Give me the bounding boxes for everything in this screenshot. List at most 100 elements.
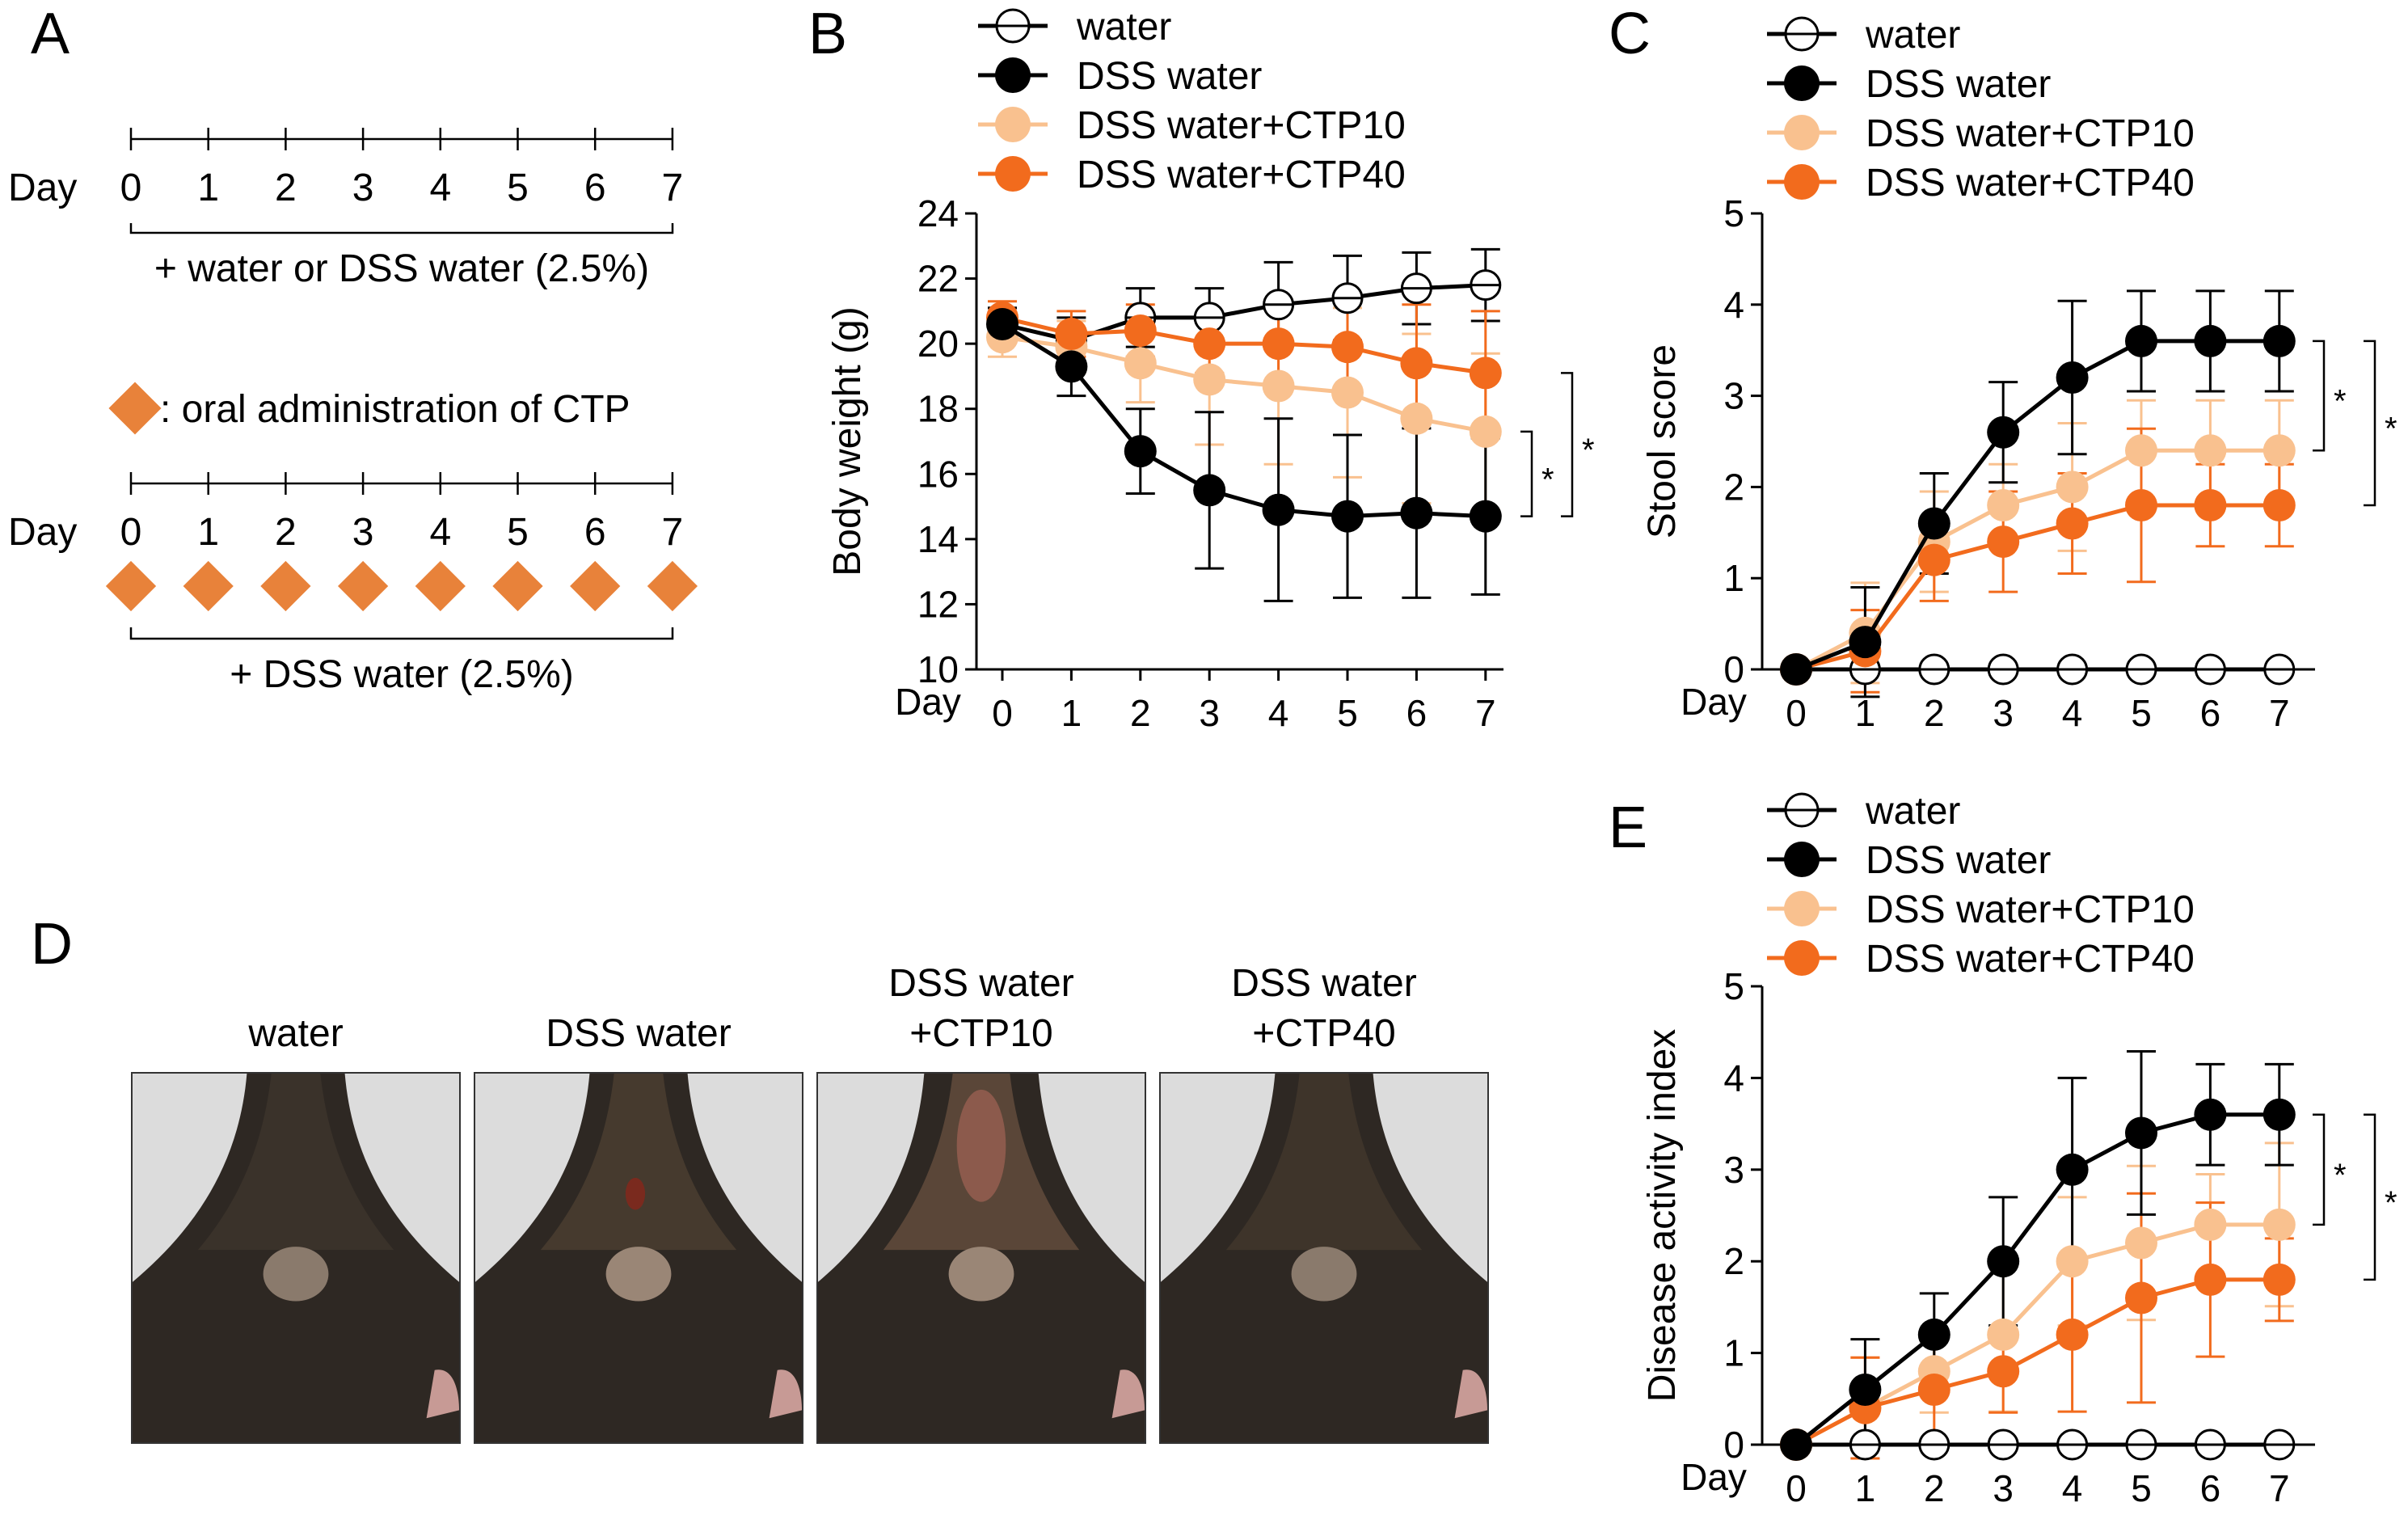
timeline-day-number: 3 bbox=[352, 167, 374, 209]
y-tick-label: 2 bbox=[1723, 466, 1744, 508]
y-tick-label: 4 bbox=[1723, 284, 1744, 326]
legend-label: water bbox=[1865, 790, 1960, 833]
significance-bracket bbox=[2313, 340, 2326, 452]
x-axis-label: Day bbox=[895, 681, 961, 723]
data-point bbox=[1262, 369, 1295, 403]
data-point bbox=[2194, 434, 2227, 467]
chart-c-stool-score: 0 1 2 3 4 5 0 1 2 3 4 5 6 7 Day Stool score water DSS wat… bbox=[1641, 14, 2397, 734]
y-tick-label: 14 bbox=[917, 518, 959, 560]
legend-label: water bbox=[1076, 6, 1171, 49]
data-point bbox=[2125, 324, 2157, 357]
timeline-day-number: 4 bbox=[429, 167, 451, 209]
y-axis-label: Disease activity index bbox=[1641, 1029, 1684, 1403]
data-point bbox=[1917, 1318, 1950, 1351]
panel-b-label: B bbox=[808, 2, 847, 66]
x-tick-label: 1 bbox=[1855, 692, 1876, 734]
data-point bbox=[1400, 402, 1433, 435]
x-tick-label: 7 bbox=[1475, 692, 1496, 734]
timeline-day-number: 5 bbox=[507, 167, 529, 209]
y-tick-label: 5 bbox=[1723, 965, 1744, 1007]
x-tick-label: 2 bbox=[1130, 692, 1151, 734]
photo-labels: water DSS water DSS water +CTP10 DSS water +C… bbox=[247, 962, 1416, 1055]
data-point bbox=[1987, 416, 2020, 449]
photo-label-line: DSS water bbox=[1231, 962, 1416, 1005]
data-point bbox=[2056, 361, 2089, 395]
significance-star: * bbox=[1582, 433, 1595, 468]
y-tick-label: 10 bbox=[917, 648, 959, 690]
mouse-photo-ctp40-image bbox=[1161, 1074, 1487, 1442]
timeline-day-number: 2 bbox=[275, 511, 297, 554]
timeline-day-number: 3 bbox=[352, 511, 374, 554]
data-point bbox=[2125, 1116, 2157, 1150]
mouse-photo-ctp10 bbox=[816, 1072, 1146, 1444]
legend-label: water bbox=[1865, 14, 1960, 57]
y-tick-label: 12 bbox=[917, 583, 959, 625]
timeline-day-number: 5 bbox=[507, 511, 529, 554]
photo-label-line: +CTP40 bbox=[1252, 1012, 1395, 1055]
significance-star: * bbox=[1541, 462, 1554, 497]
x-tick-label: 2 bbox=[1924, 692, 1945, 734]
diamond-marker-icon bbox=[415, 560, 466, 612]
y-tick-label: 0 bbox=[1723, 648, 1744, 690]
timeline-2-ticks: 0 1 2 3 4 5 6 7 bbox=[120, 472, 683, 554]
legend-marker bbox=[1784, 65, 1820, 101]
timeline-1-caption: + water or DSS water (2.5%) bbox=[154, 247, 649, 290]
data-point bbox=[2125, 1281, 2157, 1315]
x-tick-label: 7 bbox=[2269, 1467, 2290, 1509]
legend-label: DSS water+CTP40 bbox=[1866, 162, 2195, 205]
cta-legend-text: : oral administration of CTP bbox=[160, 388, 630, 431]
timeline-day-number: 6 bbox=[584, 167, 606, 209]
legend-label: DSS water+CTP10 bbox=[1077, 104, 1406, 147]
legend-label: DSS water+CTP40 bbox=[1077, 154, 1406, 196]
x-axis-label: Day bbox=[1681, 1456, 1747, 1498]
y-axis-label: Stool score bbox=[1641, 344, 1684, 538]
x-tick-label: 0 bbox=[1786, 692, 1807, 734]
x-axis-label: Day bbox=[1681, 681, 1747, 723]
diamond-marker-icon bbox=[492, 560, 543, 612]
significance-star: * bbox=[2385, 411, 2397, 446]
diamond-marker-icon bbox=[260, 560, 311, 612]
photo-label-line: DSS water bbox=[888, 962, 1073, 1005]
diamond-marker-icon bbox=[570, 560, 621, 612]
data-point bbox=[2194, 324, 2227, 357]
data-point bbox=[2194, 1208, 2227, 1241]
data-point bbox=[1262, 327, 1295, 361]
mouse-photo-dss bbox=[474, 1072, 803, 1444]
significance-bracket bbox=[1520, 430, 1533, 517]
legend-marker bbox=[1784, 842, 1820, 877]
timeline-2: Day 0 1 2 3 4 5 6 7 + DSS water (2.5%) bbox=[8, 472, 698, 696]
y-tick-label: 1 bbox=[1723, 1332, 1744, 1374]
x-tick-label: 0 bbox=[1786, 1467, 1807, 1509]
data-point bbox=[1917, 543, 1950, 576]
timeline-day-number: 6 bbox=[584, 511, 606, 554]
data-point bbox=[1124, 347, 1157, 380]
timeline-2-caption: + DSS water (2.5%) bbox=[230, 653, 573, 696]
y-tick-label: 24 bbox=[917, 192, 959, 234]
legend-marker bbox=[1784, 891, 1820, 926]
timeline-day-number: 2 bbox=[275, 167, 297, 209]
data-point bbox=[2263, 434, 2296, 467]
data-point bbox=[2056, 1153, 2089, 1186]
panel-c-label: C bbox=[1609, 2, 1651, 66]
timeline-1-day-label: Day bbox=[8, 167, 77, 209]
x-tick-label: 4 bbox=[2062, 692, 2083, 734]
legend-marker bbox=[995, 107, 1031, 142]
legend-label: DSS water bbox=[1866, 839, 2051, 882]
data-point bbox=[1987, 1355, 2020, 1388]
significance-star: * bbox=[2334, 1158, 2347, 1193]
photo-label-line: water bbox=[247, 1012, 343, 1055]
data-point bbox=[1331, 331, 1364, 364]
y-tick-label: 2 bbox=[1723, 1240, 1744, 1282]
y-tick-label: 4 bbox=[1723, 1057, 1744, 1099]
x-tick-label: 3 bbox=[1993, 692, 2014, 734]
timeline-1: Day 0 1 2 3 4 5 6 7 + water or DSS water (2.5%) bbox=[8, 128, 683, 290]
timeline-day-number: 0 bbox=[120, 511, 142, 554]
x-tick-label: 3 bbox=[1993, 1467, 2014, 1509]
diamond-marker-icon bbox=[105, 560, 157, 612]
data-point bbox=[1780, 653, 1812, 686]
x-tick-label: 7 bbox=[2269, 692, 2290, 734]
data-point bbox=[1469, 500, 1502, 533]
data-point bbox=[2263, 488, 2296, 521]
data-point bbox=[2194, 1098, 2227, 1131]
legend-marker bbox=[1784, 940, 1820, 976]
